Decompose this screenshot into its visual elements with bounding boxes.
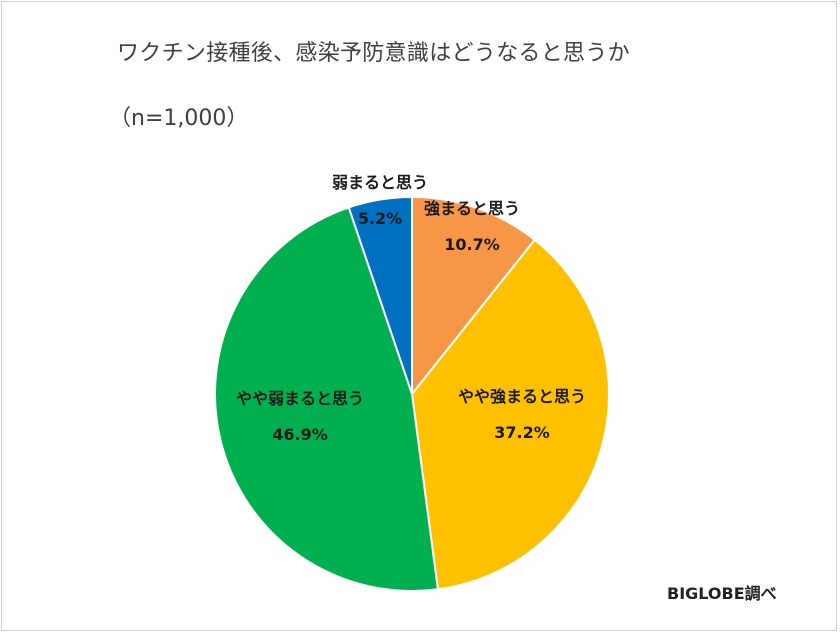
slice-strong bbox=[411, 195, 537, 397]
slice-value-label: 10.7% bbox=[444, 235, 500, 254]
slice-category-label: 弱まると思う bbox=[332, 173, 428, 192]
slice-category-label: やや強まると思う bbox=[458, 387, 586, 406]
slice-value-label: 46.9% bbox=[272, 425, 328, 444]
chart-title: ワクチン接種後、感染予防意識はどうなると思うか bbox=[117, 41, 630, 66]
slice-somewhat-weak bbox=[214, 206, 440, 592]
slice-somewhat-strong bbox=[410, 238, 610, 591]
slice-category-label: 強まると思う bbox=[424, 199, 520, 218]
pie-labels: 強まると思う 10.7% やや強まると思う 37.2% やや弱まると思う 46.9% 弱まる… bbox=[236, 173, 586, 444]
source-credit: BIGLOBE調べ bbox=[667, 584, 777, 603]
chart-subtitle: （n=1,000） bbox=[109, 106, 249, 131]
slice-weak bbox=[347, 195, 413, 395]
slice-value-label: 37.2% bbox=[494, 423, 550, 442]
slice-category-label: やや弱まると思う bbox=[236, 389, 364, 408]
slice-value-label: 5.2% bbox=[358, 209, 402, 228]
pie-slices bbox=[214, 195, 610, 592]
